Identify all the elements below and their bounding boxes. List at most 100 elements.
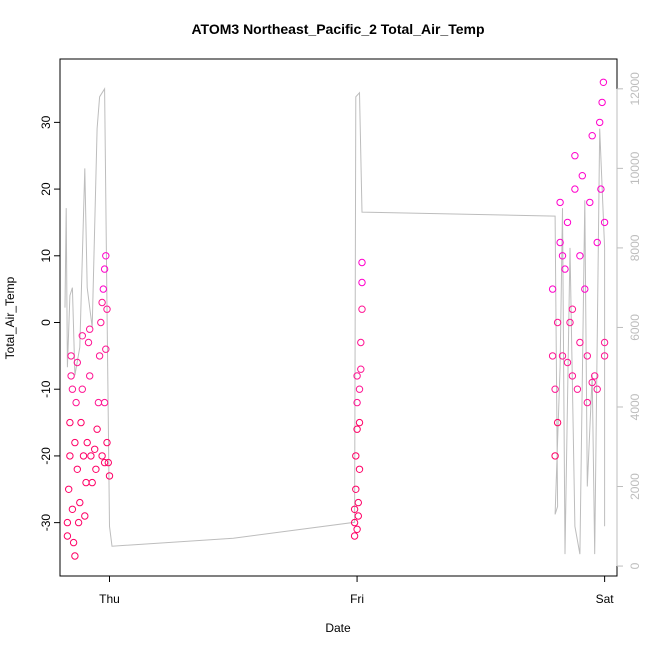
data-point [105,472,114,480]
data-point [100,398,109,407]
data-point [67,352,75,360]
data-point [73,465,82,473]
data-point [97,318,105,327]
y2-tick-label: 4000 [628,393,642,420]
data-point [581,285,589,293]
data-point [352,485,360,493]
data-point [600,338,609,347]
data-point [83,438,91,447]
data-point [71,438,79,447]
data-point [79,452,88,460]
data-point [561,265,569,273]
data-point [68,505,77,513]
data-point [99,285,108,293]
data-point [558,352,567,360]
data-point [102,252,110,260]
data-point [355,418,364,427]
data-point [558,252,567,260]
data-point [87,452,95,460]
left-axis: -30 -20 -10 0 10 20 30 [39,115,61,531]
y2-tick-label: 10000 [628,151,642,185]
data-point [593,238,601,247]
data-point [66,452,74,460]
data-point [81,512,89,520]
data-point [578,172,586,180]
data-point [358,258,366,267]
data-point [68,385,77,393]
data-point [78,332,87,340]
data-point [598,98,606,107]
data-point [63,532,72,540]
data-point [563,218,572,227]
data-point [355,385,364,393]
data-point [67,372,75,380]
data-point [353,525,361,533]
data-point [78,385,87,393]
data-point [354,498,362,507]
data-point [568,372,577,380]
secondary-line-layer [64,87,606,555]
data-point [77,418,85,427]
data-point [74,518,83,527]
data-point [98,452,106,460]
data-point [72,398,80,407]
data-point [354,512,362,520]
data-point [551,452,559,460]
data-point [548,285,557,293]
data-point [593,385,601,393]
data-point [353,372,361,380]
data-point [353,425,361,433]
y2-tick-label: 8000 [628,234,642,261]
data-point [94,398,103,407]
y-tick-label: 10 [39,249,53,263]
y-tick-label: -20 [39,447,53,465]
data-point [88,478,96,487]
data-point [556,198,564,207]
data-point [553,418,562,427]
data-point [350,518,359,527]
secondary-series-line-0 [64,87,606,555]
data-point [355,465,364,473]
data-point [92,465,100,473]
data-point [596,118,604,127]
data-point [576,338,584,347]
data-point [86,372,94,380]
y-axis-label: Total_Air_Temp [3,276,17,359]
data-point [600,218,609,227]
data-point [358,305,366,313]
y2-tick-label: 0 [628,562,642,569]
data-point [93,425,101,433]
y2-tick-label: 6000 [628,314,642,341]
points-layer [63,78,609,560]
data-point [65,485,73,493]
data-point [583,398,591,407]
data-point [100,458,109,467]
data-point [599,78,608,87]
data-point [352,452,360,460]
x-tick-label: Thu [99,592,120,606]
data-point [563,358,572,367]
y-tick-label: 0 [39,319,53,326]
data-point [102,345,110,353]
data-point [556,238,564,247]
x-axis: Thu Fri Sat [99,575,614,606]
data-point [588,132,596,140]
y2-tick-label: 2000 [628,473,642,500]
data-point [600,352,609,360]
data-point [71,552,79,560]
data-point [69,538,78,547]
data-point [104,458,113,467]
data-point [548,352,557,360]
chart-title: ATOM3 Northeast_Pacific_2 Total_Air_Temp [191,21,484,37]
y-tick-label: -10 [39,380,53,398]
data-point [86,325,94,333]
data-point [63,518,72,527]
data-point [84,338,93,347]
data-point [103,305,111,313]
data-point [66,418,74,427]
data-point [576,252,584,260]
data-point [553,318,562,327]
y2-tick-label: 12000 [628,72,642,106]
data-point [597,185,605,193]
